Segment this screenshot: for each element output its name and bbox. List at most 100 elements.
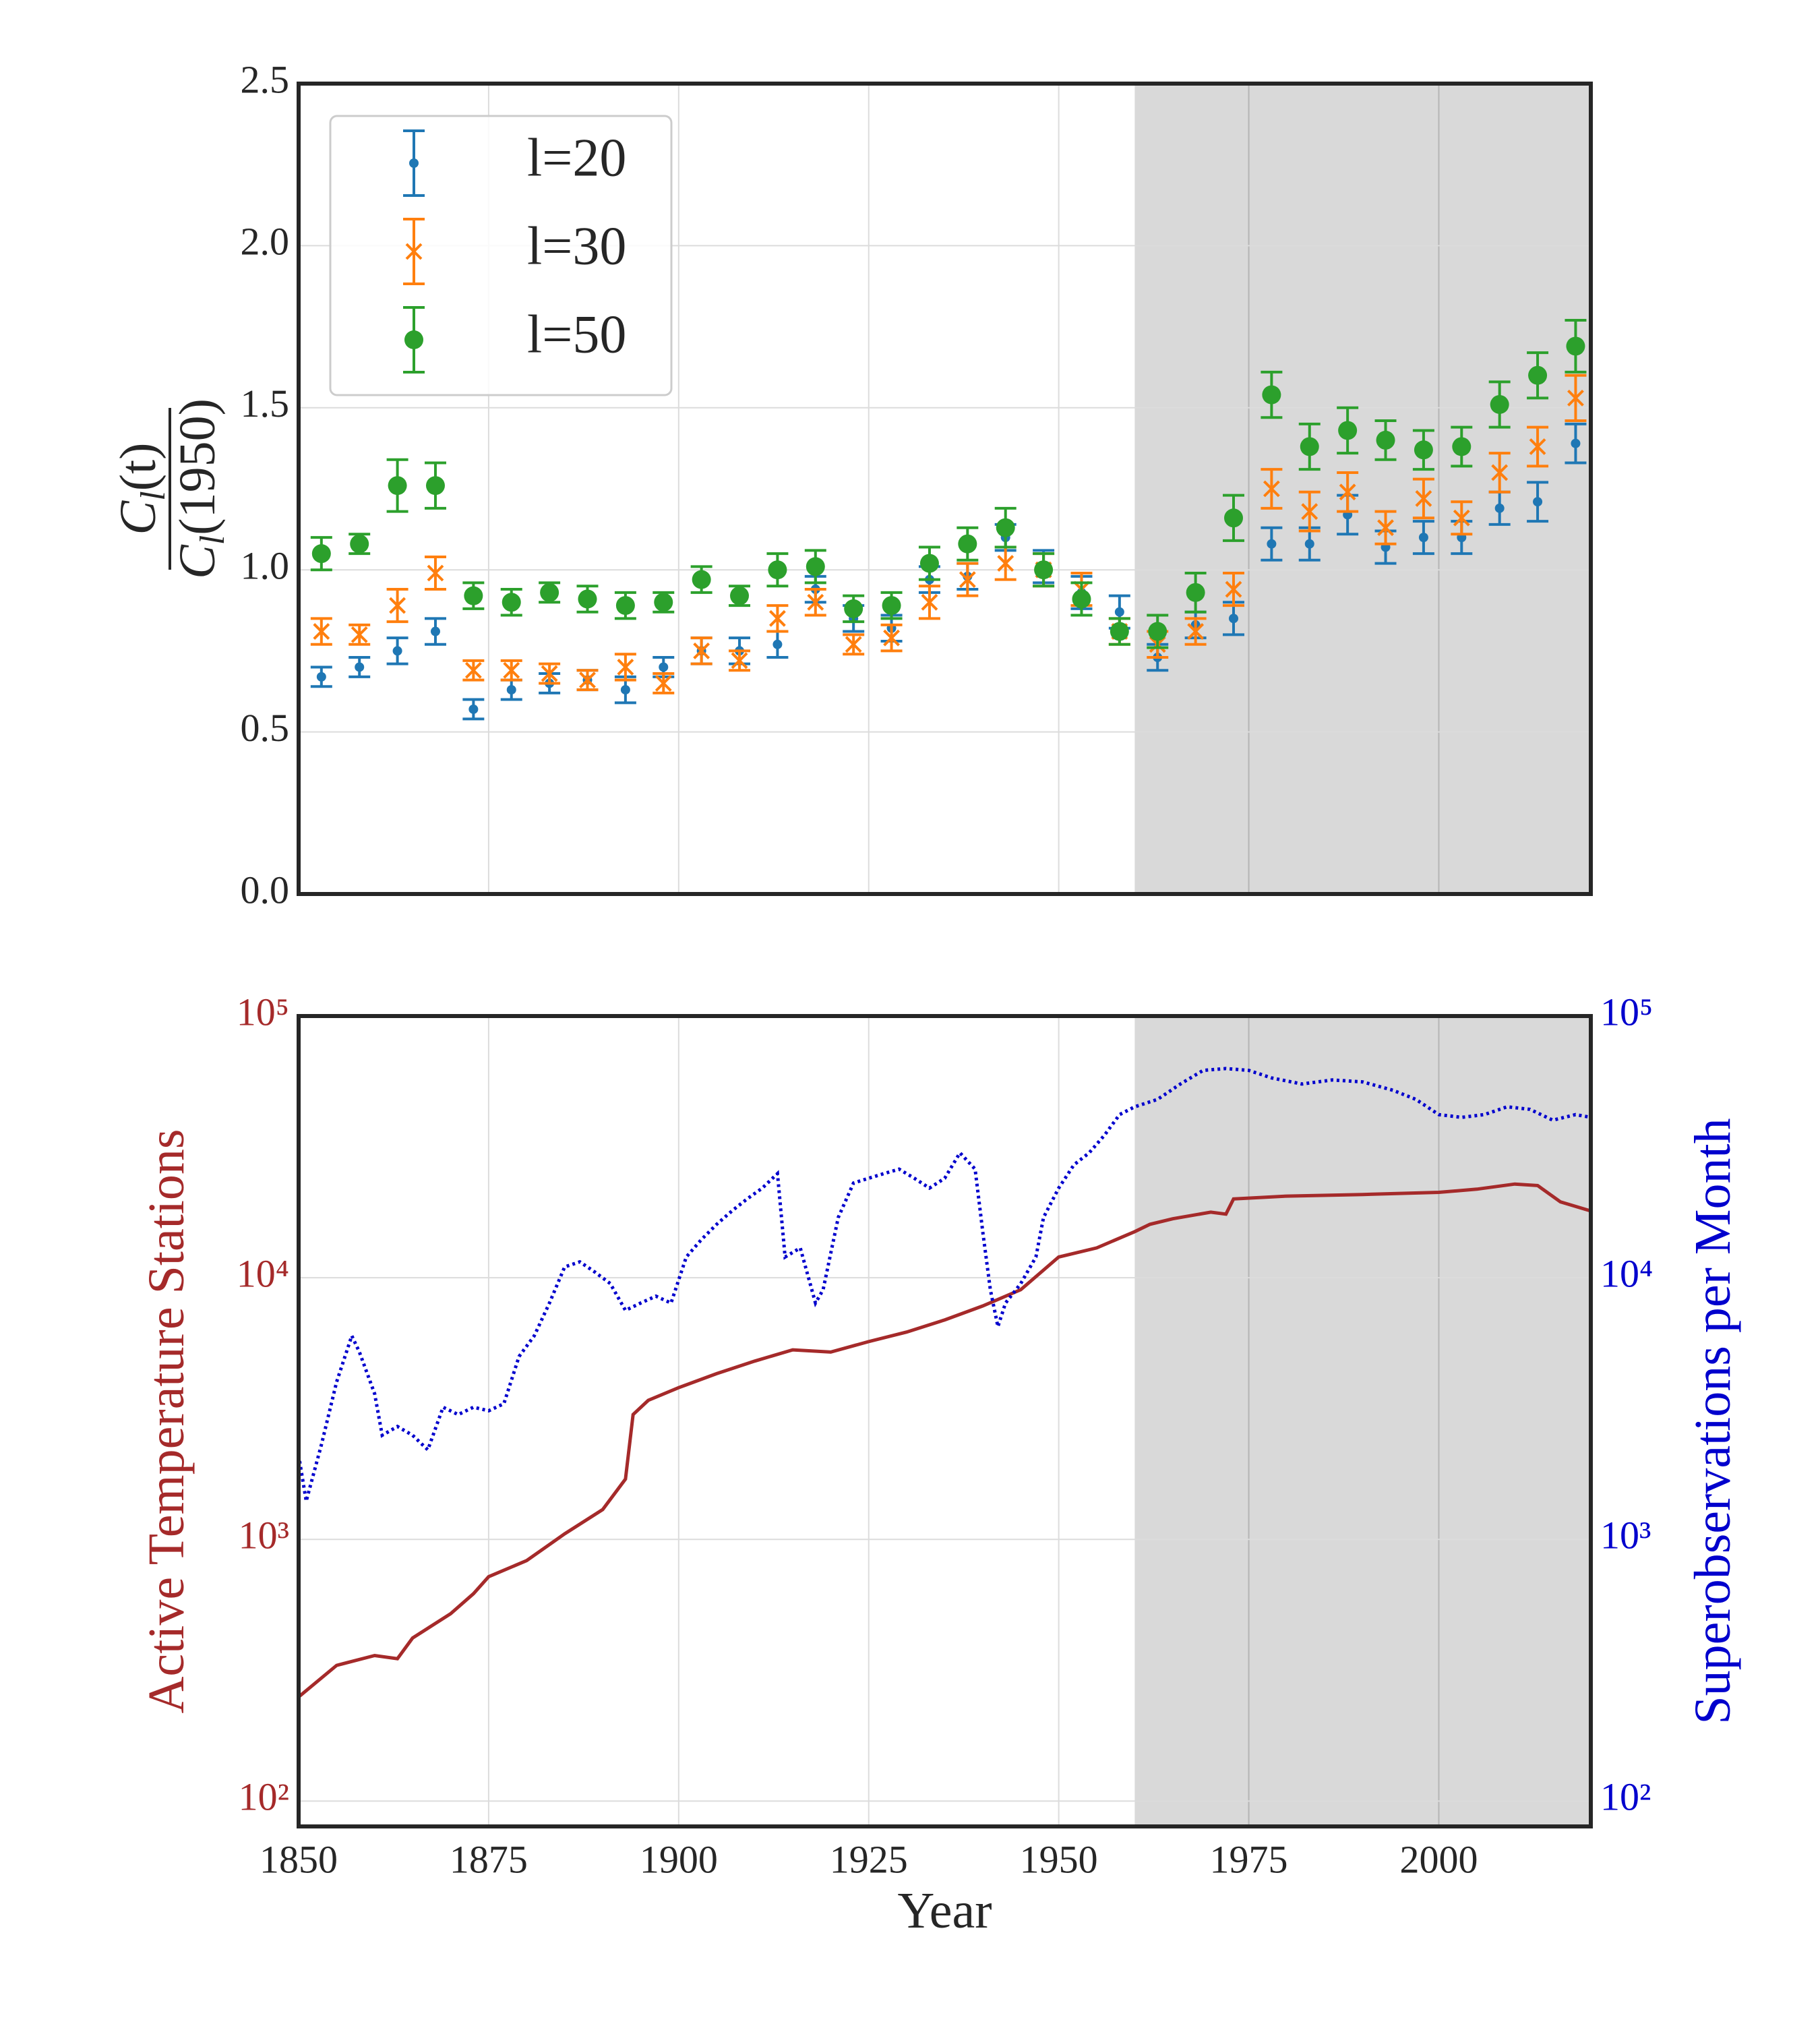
marker xyxy=(615,596,635,616)
marker xyxy=(730,586,750,605)
y-tick-label: 0.5 xyxy=(241,706,290,750)
marker xyxy=(1415,490,1432,507)
y-tick-label: 10⁴ xyxy=(237,1251,289,1295)
marker xyxy=(541,665,558,682)
legend-label: l=50 xyxy=(527,305,626,364)
x-tick-label: 1850 xyxy=(260,1837,338,1881)
marker xyxy=(506,685,516,695)
marker xyxy=(464,661,482,679)
marker xyxy=(959,571,976,589)
marker xyxy=(958,534,977,554)
marker xyxy=(769,609,786,627)
series-line xyxy=(297,1182,1591,1698)
marker xyxy=(1338,421,1358,440)
marker xyxy=(430,626,440,636)
y-tick-label: 10⁵ xyxy=(237,990,289,1034)
marker xyxy=(620,685,630,695)
marker xyxy=(692,570,711,589)
marker xyxy=(1187,623,1205,640)
marker xyxy=(806,557,825,576)
marker xyxy=(425,476,445,496)
marker xyxy=(1262,385,1281,405)
marker xyxy=(1186,583,1205,602)
marker xyxy=(1263,480,1280,498)
marker xyxy=(1490,394,1509,414)
marker xyxy=(464,586,483,605)
marker xyxy=(1304,539,1314,549)
marker xyxy=(617,659,634,676)
y-tick-label: 10³ xyxy=(239,1514,289,1557)
marker xyxy=(882,596,901,616)
marker xyxy=(389,597,406,614)
marker xyxy=(579,672,596,689)
marker xyxy=(1533,497,1543,507)
marker xyxy=(1300,437,1319,456)
marker xyxy=(409,158,419,168)
marker xyxy=(1229,614,1239,624)
y-tick-label: 2.0 xyxy=(241,220,290,264)
marker xyxy=(355,662,365,672)
shaded-region xyxy=(1134,1016,1591,1826)
marker xyxy=(1110,622,1129,641)
marker xyxy=(1224,508,1244,528)
y2-tick-label: 10² xyxy=(1600,1775,1651,1819)
marker xyxy=(1339,483,1356,501)
marker xyxy=(768,560,787,580)
legend-box xyxy=(329,115,673,396)
subscript: l xyxy=(193,535,232,545)
marker xyxy=(1267,539,1277,549)
marker xyxy=(731,652,748,669)
marker xyxy=(503,661,520,679)
marker xyxy=(1414,440,1433,460)
marker xyxy=(844,599,863,618)
x-tick-label: 2000 xyxy=(1399,1837,1478,1881)
y-tick-label: 0.0 xyxy=(241,868,290,912)
x-tick-label: 1975 xyxy=(1210,1837,1288,1881)
subscript: l xyxy=(134,491,173,500)
y-tick-label: 1.0 xyxy=(241,544,290,588)
x-tick-label: 1875 xyxy=(450,1837,528,1881)
marker xyxy=(1452,437,1472,456)
marker xyxy=(392,646,402,656)
y-label-denominator: Cl(1950) xyxy=(169,398,232,579)
y-axis-label: Active Temperature Stations xyxy=(138,1129,195,1713)
argument: (t) xyxy=(110,443,166,491)
marker xyxy=(388,476,407,496)
marker xyxy=(578,589,597,609)
marker xyxy=(1494,503,1505,513)
marker xyxy=(405,243,423,260)
y2-tick-label: 10⁵ xyxy=(1600,990,1653,1034)
marker xyxy=(427,564,444,582)
marker xyxy=(1301,503,1318,520)
marker xyxy=(350,534,369,554)
marker xyxy=(540,583,559,602)
marker xyxy=(1376,430,1395,450)
y2-axis-label: Superobservations per Month xyxy=(1685,1118,1741,1724)
legend-label: l=20 xyxy=(527,128,626,187)
x-axis-label: Year xyxy=(897,1882,992,1939)
y-axis-label: Cl(t)Cl(1950) xyxy=(110,398,232,579)
y2-tick-label: 10⁴ xyxy=(1600,1251,1653,1295)
marker xyxy=(1072,589,1091,609)
legend-label: l=30 xyxy=(527,216,626,276)
marker xyxy=(1528,365,1548,385)
legend: l=20 l=30 l=50 xyxy=(329,115,673,396)
marker xyxy=(845,636,862,653)
y-tick-label: 2.5 xyxy=(241,57,290,101)
marker xyxy=(997,555,1014,572)
marker xyxy=(654,593,673,612)
marker xyxy=(807,593,824,611)
marker xyxy=(1529,438,1546,455)
x-tick-label: 1925 xyxy=(830,1837,908,1881)
marker xyxy=(1034,560,1054,580)
axes-frame xyxy=(297,82,1593,896)
marker xyxy=(1225,580,1242,598)
x-tick-label: 1950 xyxy=(1020,1837,1098,1881)
marker xyxy=(655,675,672,692)
marker xyxy=(468,704,479,714)
marker xyxy=(1566,336,1585,356)
marker xyxy=(1453,509,1470,527)
symbol: C xyxy=(169,544,226,579)
marker xyxy=(351,626,368,643)
